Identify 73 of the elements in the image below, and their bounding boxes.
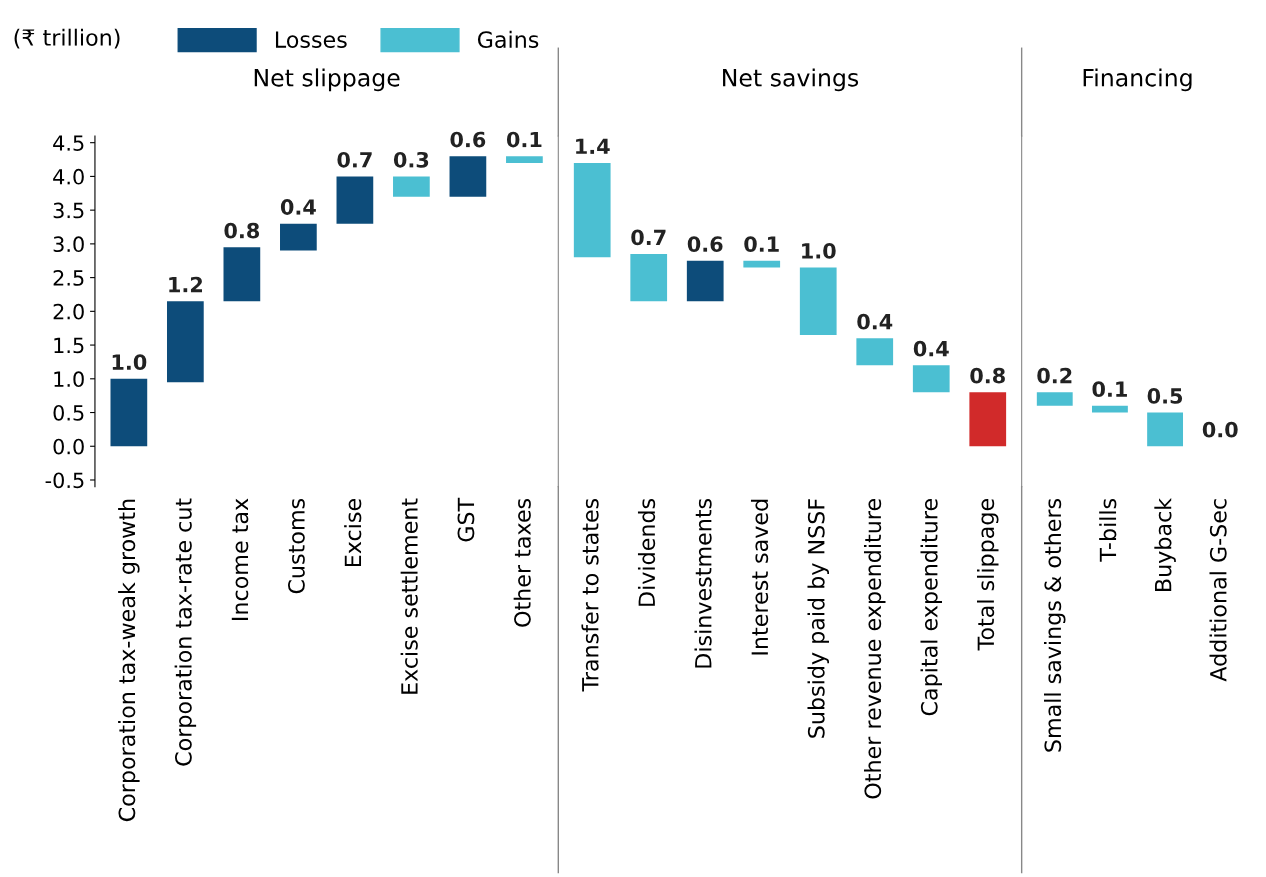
bar	[280, 223, 317, 251]
x-tick-label: Customs	[288, 498, 305, 594]
bar	[167, 301, 204, 383]
data-label: 0.1	[1092, 381, 1127, 398]
x-tick-label: Transfer to states	[581, 498, 599, 692]
bar	[630, 253, 668, 302]
data-label: 0.1	[744, 236, 779, 252]
data-label: 0.0	[1202, 421, 1238, 438]
bar	[856, 338, 894, 366]
data-label: 0.4	[913, 340, 949, 357]
data-label: 1.0	[112, 354, 147, 371]
y-tick-label: 4.0	[53, 168, 84, 185]
data-label: 0.5	[1147, 388, 1183, 404]
chart-title: Net savings	[723, 68, 859, 92]
y-tick-label: 2.0	[53, 303, 84, 320]
data-label: 0.1	[506, 131, 542, 148]
x-tick-label: Excise	[344, 499, 362, 567]
data-label: 0.8	[224, 222, 260, 239]
bar	[912, 365, 950, 393]
x-tick-label: Corporation tax-weak growth	[118, 499, 140, 822]
bar	[799, 267, 837, 335]
data-label: 0.4	[280, 199, 316, 215]
data-label: 0.8	[970, 367, 1005, 384]
data-label: 0.6	[687, 236, 723, 252]
y-tick-label: 3.0	[53, 236, 84, 253]
legend-label: Gains	[477, 30, 539, 48]
bar	[336, 176, 374, 224]
x-tick-label: Buyback	[1154, 497, 1176, 591]
bar	[743, 260, 781, 268]
y-tick-label: -0.5	[45, 472, 84, 489]
x-tick-label: Other revenue expenditure	[863, 499, 886, 799]
data-label: 0.7	[631, 229, 666, 246]
x-tick-label: Small savings & others	[1044, 498, 1066, 752]
legend-label: Losses	[275, 31, 347, 48]
x-tick-label: GST	[457, 497, 475, 542]
bar	[573, 162, 611, 258]
x-tick-label: Subsidy paid by NSSF	[807, 499, 829, 738]
x-tick-label: Corporation tax-rate cut	[174, 498, 197, 766]
x-tick-label: Dividends	[637, 498, 656, 606]
bar	[110, 378, 148, 447]
x-tick-label: T-bills	[1099, 498, 1117, 562]
data-label: 0.3	[393, 151, 429, 168]
bar	[506, 156, 543, 163]
data-label: 1.2	[169, 276, 202, 293]
y-tick-label: 4.5	[53, 135, 84, 151]
chart-title: Financing	[1083, 68, 1192, 92]
x-tick-label: Excise settlement	[400, 498, 418, 694]
data-label: 1.4	[576, 138, 610, 154]
chart-title: Net slippage	[254, 68, 400, 92]
x-tick-label: Capital expenditure	[920, 499, 942, 716]
data-label: 0.4	[857, 313, 893, 330]
y-axis-title: (₹ trillion)	[14, 28, 120, 49]
x-tick-label: Disinvestments	[694, 498, 712, 668]
data-label: 0.2	[1037, 367, 1072, 384]
x-tick-label: Income tax	[231, 498, 249, 620]
bar	[223, 247, 261, 302]
x-tick-label: Additional G-Sec	[1209, 499, 1227, 682]
y-tick-label: 3.5	[53, 202, 84, 219]
bar	[969, 392, 1007, 447]
x-tick-label: Other taxes	[513, 498, 531, 627]
data-label: 0.7	[337, 151, 372, 168]
data-label: 1.0	[802, 242, 836, 259]
x-tick-label: Total slippage	[977, 499, 999, 651]
bar	[393, 176, 430, 197]
x-tick-label: Interest saved	[750, 499, 769, 655]
data-label: 0.6	[450, 131, 486, 148]
y-tick-label: 2.5	[53, 270, 84, 286]
y-tick-label: 0.5	[53, 404, 84, 421]
bar	[686, 260, 724, 302]
y-tick-label: 1.0	[54, 371, 84, 388]
y-tick-label: 1.5	[54, 337, 84, 354]
bar	[449, 156, 487, 197]
y-tick-label: 0.0	[53, 438, 84, 455]
